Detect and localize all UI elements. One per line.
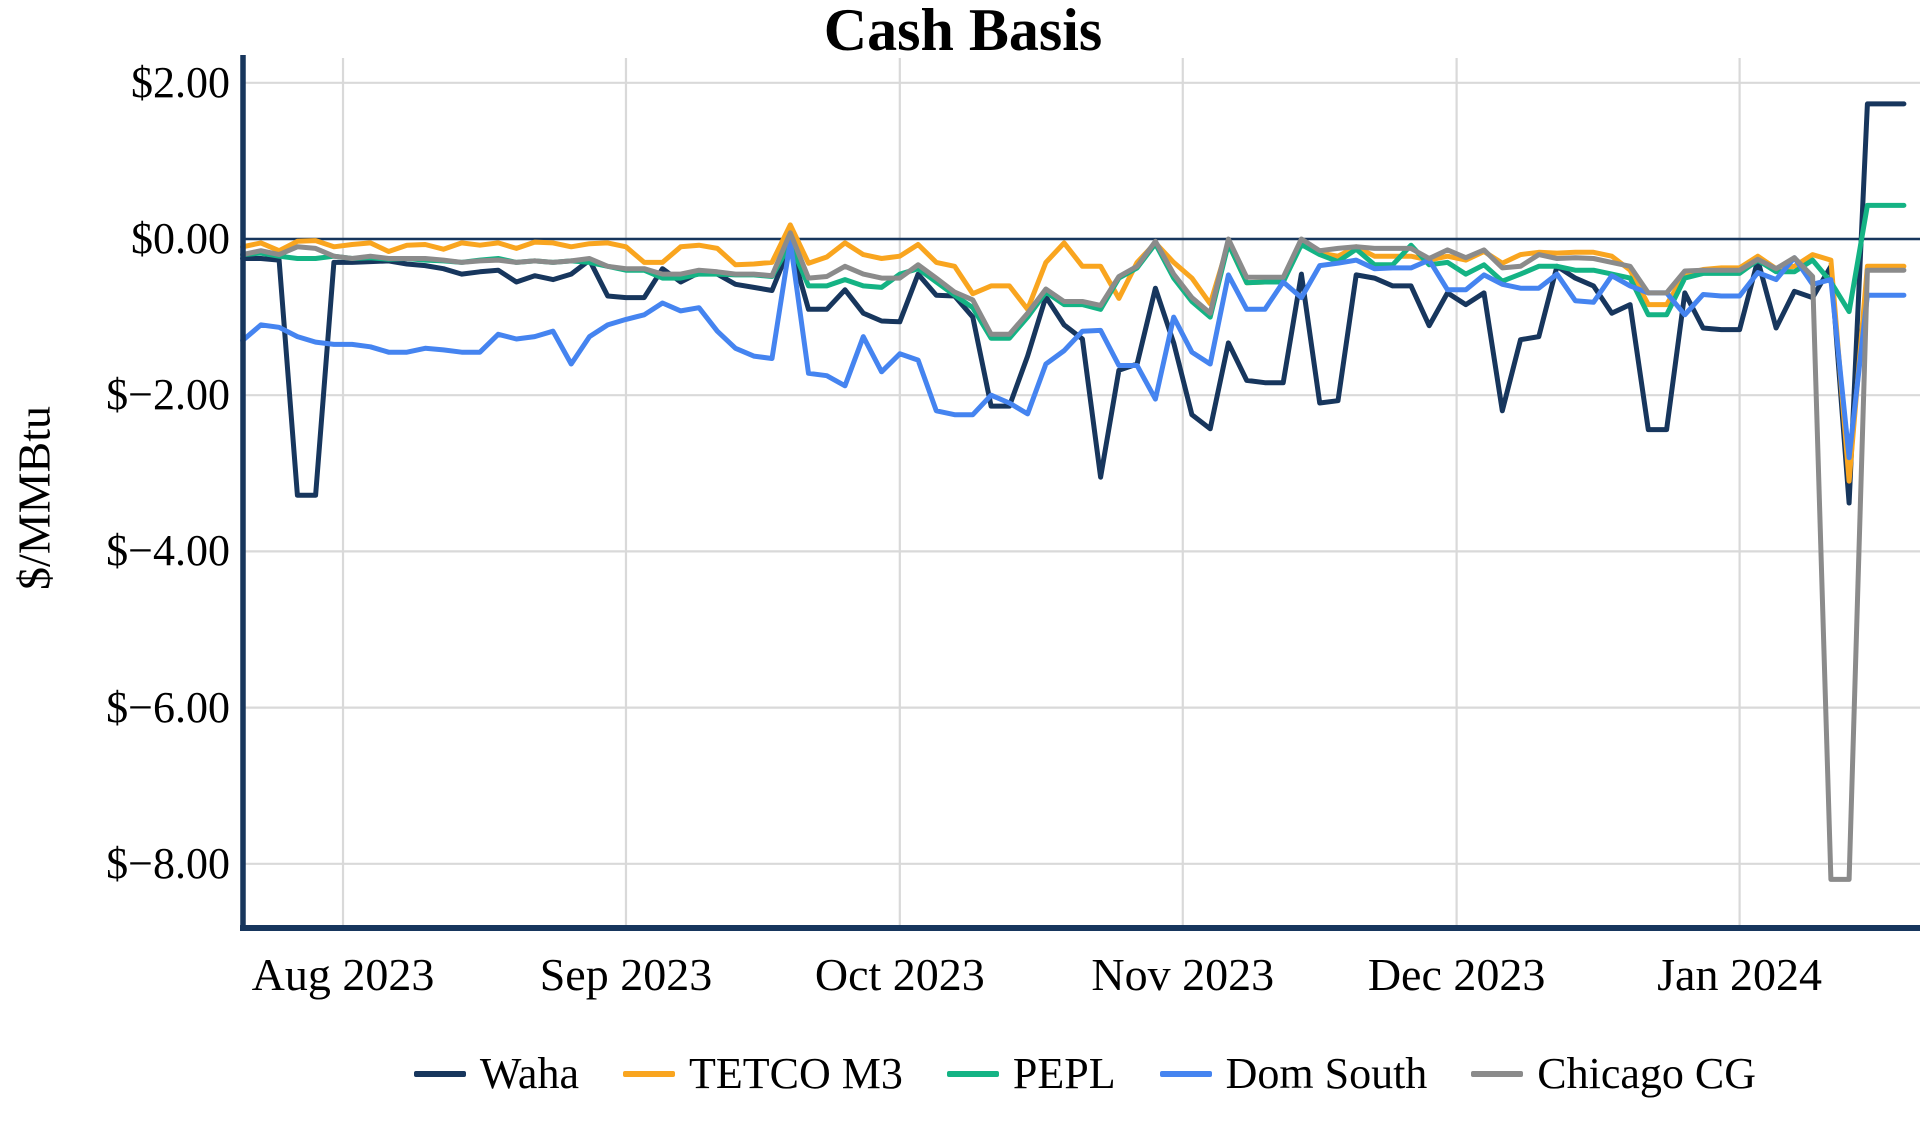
y-tick-label: $−8.00 [106,838,230,888]
y-tick-label: $2.00 [131,57,230,107]
x-tick-label: Jan 2024 [1657,949,1822,1000]
y-tick-label: $−2.00 [106,370,230,420]
legend: Waha TETCO M3 PEPL Dom South Chicago CG [0,1044,1920,1104]
x-tick-label: Sep 2023 [539,949,713,1000]
y-tick-label: $−6.00 [106,682,230,732]
y-tick-label: $0.00 [131,214,230,263]
legend-label-waha: Waha [479,1049,579,1098]
x-tick-label: Aug 2023 [251,949,435,1000]
series-line-dom-south [240,238,1907,461]
legend-swatch-pepl [946,1071,999,1077]
legend-label-tetco-m3: TETCO M3 [689,1049,903,1098]
legend-item-pepl: PEPL [946,1047,1116,1101]
x-tick-label: Dec 2023 [1367,949,1546,1000]
x-tick-label: Oct 2023 [814,949,985,1000]
series-line-waha [240,101,1907,506]
legend-swatch-tetco-m3 [623,1071,675,1077]
legend-swatch-dom-south [1159,1071,1212,1077]
legend-label-dom-south: Dom South [1225,1049,1428,1098]
legend-swatch-waha [413,1071,466,1077]
y-tick-label: $−4.00 [106,526,230,576]
legend-label-pepl: PEPL [1012,1049,1116,1098]
series-line-chicago-cg [240,230,1907,882]
legend-swatch-chicago-cg [1471,1071,1524,1077]
x-tick-label: Nov 2023 [1091,949,1275,1000]
legend-item-dom-south: Dom South [1159,1047,1428,1101]
series-line-tetco-m3 [240,222,1907,484]
chart-title: Cash Basis [823,0,1103,63]
legend-item-waha: Waha [413,1047,579,1101]
legend-item-tetco-m3: TETCO M3 [623,1047,903,1101]
legend-item-chicago-cg: Chicago CG [1471,1047,1756,1101]
legend-label-chicago-cg: Chicago CG [1537,1049,1757,1098]
